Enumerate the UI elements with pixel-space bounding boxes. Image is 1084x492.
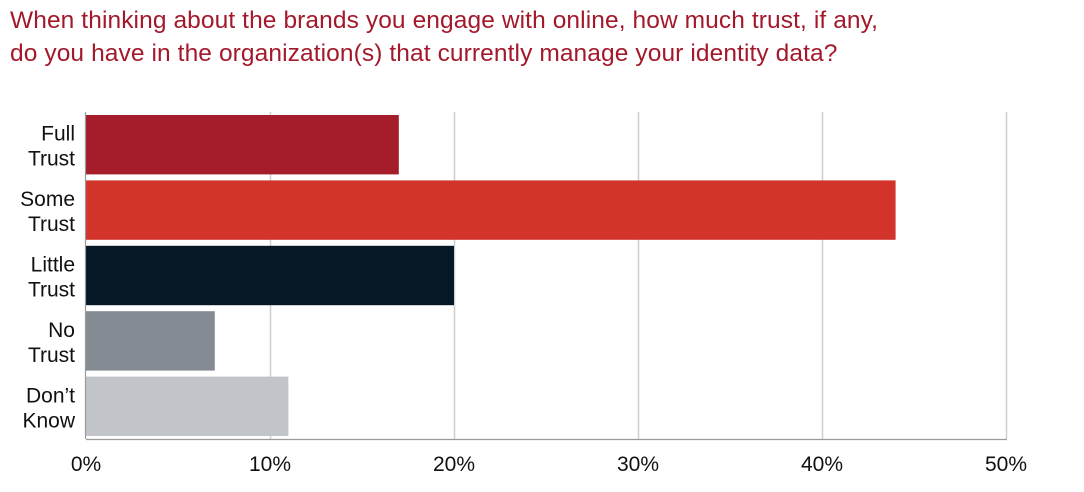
bar-3	[86, 311, 215, 371]
bar-0	[86, 115, 399, 175]
x-tick-label-4: 40%	[801, 453, 843, 476]
x-tick-label-1: 10%	[249, 453, 291, 476]
category-label-3-1: Trust	[28, 344, 75, 367]
x-tick-label-0: 0%	[71, 453, 101, 476]
bar-1	[86, 180, 896, 240]
category-label-0-1: Trust	[28, 148, 75, 171]
category-label-2-0: Little	[31, 254, 75, 277]
x-tick-label-5: 50%	[985, 453, 1027, 476]
chart-title: When thinking about the brands you engag…	[10, 4, 1080, 70]
category-label-0-0: Full	[41, 123, 75, 146]
bar-4	[86, 376, 289, 436]
chart-title-line-1: When thinking about the brands you engag…	[10, 7, 879, 34]
category-label-4-0: Don’t	[26, 384, 75, 407]
category-label-4-1: Know	[22, 409, 75, 432]
bar-2	[86, 245, 454, 306]
category-label-2-1: Trust	[28, 279, 75, 302]
x-tick-label-2: 20%	[433, 453, 475, 476]
category-label-3-0: No	[48, 319, 75, 342]
category-label-1-0: Some	[20, 188, 75, 211]
category-label-1-1: Trust	[28, 213, 75, 236]
x-tick-label-3: 30%	[617, 453, 659, 476]
chart-title-line-2: do you have in the organization(s) that …	[10, 40, 838, 67]
